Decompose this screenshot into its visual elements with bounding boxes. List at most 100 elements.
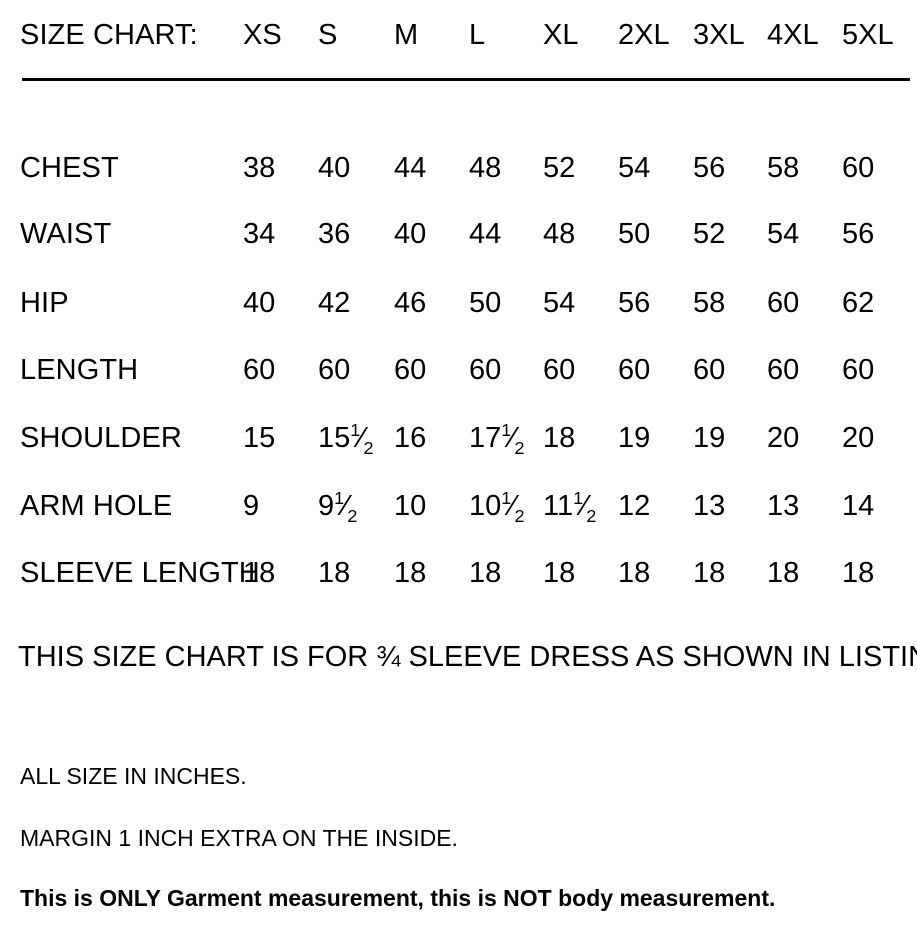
column-header-m: M xyxy=(394,19,419,51)
cell-length-xs: 60 xyxy=(243,354,276,386)
column-header-l: L xyxy=(469,19,486,51)
cell-shoulder-4xl: 20 xyxy=(767,422,800,454)
cell-waist-2xl: 50 xyxy=(618,218,651,250)
column-header-s: S xyxy=(318,19,338,51)
cell-waist-4xl: 54 xyxy=(767,218,800,250)
fraction-slash: ⁄ xyxy=(359,422,365,454)
cell-numerator: 1 xyxy=(334,488,345,509)
cell-chest-xl: 52 xyxy=(543,152,576,184)
cell-whole: 11 xyxy=(543,490,574,522)
cell-length-l: 60 xyxy=(469,354,502,386)
cell-shoulder-2xl: 19 xyxy=(618,422,651,454)
cell-denominator: 2 xyxy=(514,437,525,458)
cell-denominator: 2 xyxy=(347,505,358,526)
cell-hip-4xl: 60 xyxy=(767,287,800,319)
sleeve-note: THIS SIZE CHART IS FOR ¾ SLEEVE DRESS AS… xyxy=(18,640,917,674)
table-row: ARM HOLE 9 91⁄2 10 101⁄2 111⁄2 12 13 13 14 xyxy=(0,489,917,535)
fraction-slash: ⁄ xyxy=(510,422,516,454)
cell-length-5xl: 60 xyxy=(842,354,875,386)
column-header-2xl: 2XL xyxy=(618,19,670,51)
row-label-sleeve-length: SLEEVE LENGTH xyxy=(20,557,260,589)
cell-sleeve-length-xs: 18 xyxy=(243,557,276,589)
table-row: LENGTH 60 60 60 60 60 60 60 60 60 xyxy=(0,353,917,399)
table-row: SLEEVE LENGTH 18 18 18 18 18 18 18 18 18 xyxy=(0,556,917,602)
cell-chest-2xl: 54 xyxy=(618,152,651,184)
column-header-5xl: 5XL xyxy=(842,19,894,51)
cell-sleeve-length-5xl: 18 xyxy=(842,557,875,589)
cell-sleeve-length-m: 18 xyxy=(394,557,427,589)
cell-shoulder-3xl: 19 xyxy=(693,422,726,454)
cell-chest-4xl: 58 xyxy=(767,152,800,184)
cell-whole: 9 xyxy=(318,490,335,522)
row-label-hip: HIP xyxy=(20,287,69,319)
cell-length-2xl: 60 xyxy=(618,354,651,386)
fraction-slash: ⁄ xyxy=(510,490,516,522)
cell-length-s: 60 xyxy=(318,354,351,386)
garment-measurement-note: This is ONLY Garment measurement, this i… xyxy=(20,885,776,911)
cell-arm-hole-l: 101⁄2 xyxy=(469,488,525,526)
cell-shoulder-xs: 15 xyxy=(243,422,276,454)
cell-denominator: 2 xyxy=(514,505,525,526)
cell-chest-m: 44 xyxy=(394,152,427,184)
cell-waist-3xl: 52 xyxy=(693,218,726,250)
cell-sleeve-length-l: 18 xyxy=(469,557,502,589)
cell-waist-xs: 34 xyxy=(243,218,276,250)
column-header-xs: XS xyxy=(243,19,282,51)
cell-hip-xs: 40 xyxy=(243,287,276,319)
cell-hip-s: 42 xyxy=(318,287,351,319)
fraction-slash: ⁄ xyxy=(343,490,349,522)
cell-sleeve-length-3xl: 18 xyxy=(693,557,726,589)
cell-hip-m: 46 xyxy=(394,287,427,319)
cell-waist-xl: 48 xyxy=(543,218,576,250)
cell-whole: 17 xyxy=(469,422,502,454)
sleeve-note-after: SLEEVE DRESS AS SHOWN IN LISTING xyxy=(400,641,917,673)
table-row: SHOULDER 15 151⁄2 16 171⁄2 18 19 19 20 20 xyxy=(0,421,917,467)
row-label-arm-hole: ARM HOLE xyxy=(20,490,173,522)
cell-shoulder-m: 16 xyxy=(394,422,427,454)
page-title: SIZE CHART: xyxy=(20,19,198,51)
cell-hip-2xl: 56 xyxy=(618,287,651,319)
cell-denominator: 2 xyxy=(586,505,597,526)
cell-waist-s: 36 xyxy=(318,218,351,250)
cell-arm-hole-xl: 111⁄2 xyxy=(543,488,597,526)
cell-numerator: 1 xyxy=(501,488,512,509)
fraction-slash: ⁄ xyxy=(582,490,588,522)
cell-whole: 15 xyxy=(318,422,351,454)
column-header-3xl: 3XL xyxy=(693,19,745,51)
cell-sleeve-length-4xl: 18 xyxy=(767,557,800,589)
cell-chest-3xl: 56 xyxy=(693,152,726,184)
cell-sleeve-length-2xl: 18 xyxy=(618,557,651,589)
cell-chest-xs: 38 xyxy=(243,152,276,184)
table-row: WAIST 34 36 40 44 48 50 52 54 56 xyxy=(0,217,917,263)
cell-hip-3xl: 58 xyxy=(693,287,726,319)
cell-arm-hole-3xl: 13 xyxy=(693,490,726,522)
cell-arm-hole-xs: 9 xyxy=(243,490,260,522)
cell-hip-l: 50 xyxy=(469,287,502,319)
cell-arm-hole-2xl: 12 xyxy=(618,490,651,522)
cell-shoulder-l: 171⁄2 xyxy=(469,421,525,458)
cell-chest-s: 40 xyxy=(318,152,351,184)
table-row: HIP 40 42 46 50 54 56 58 60 62 xyxy=(0,286,917,332)
cell-hip-5xl: 62 xyxy=(842,287,875,319)
cell-numerator: 1 xyxy=(573,488,584,509)
cell-numerator: 1 xyxy=(350,420,361,441)
cell-shoulder-5xl: 20 xyxy=(842,422,875,454)
column-header-xl: XL xyxy=(543,19,579,51)
cell-arm-hole-s: 91⁄2 xyxy=(318,488,358,526)
row-label-length: LENGTH xyxy=(20,354,139,386)
cell-sleeve-length-s: 18 xyxy=(318,557,351,589)
cell-shoulder-s: 151⁄2 xyxy=(318,420,374,458)
cell-waist-m: 40 xyxy=(394,218,427,250)
cell-length-xl: 60 xyxy=(543,354,576,386)
cell-length-m: 60 xyxy=(394,354,427,386)
cell-chest-l: 48 xyxy=(469,152,502,184)
cell-arm-hole-m: 10 xyxy=(394,490,427,522)
table-row: CHEST 38 40 44 48 52 54 56 58 60 xyxy=(0,151,917,197)
header-divider xyxy=(22,78,910,81)
cell-waist-l: 44 xyxy=(469,218,502,250)
cell-chest-5xl: 60 xyxy=(842,152,875,184)
sleeve-note-before: THIS SIZE CHART IS FOR xyxy=(18,641,377,673)
cell-denominator: 2 xyxy=(363,437,374,458)
three-quarters-fraction: ¾ xyxy=(376,641,401,673)
